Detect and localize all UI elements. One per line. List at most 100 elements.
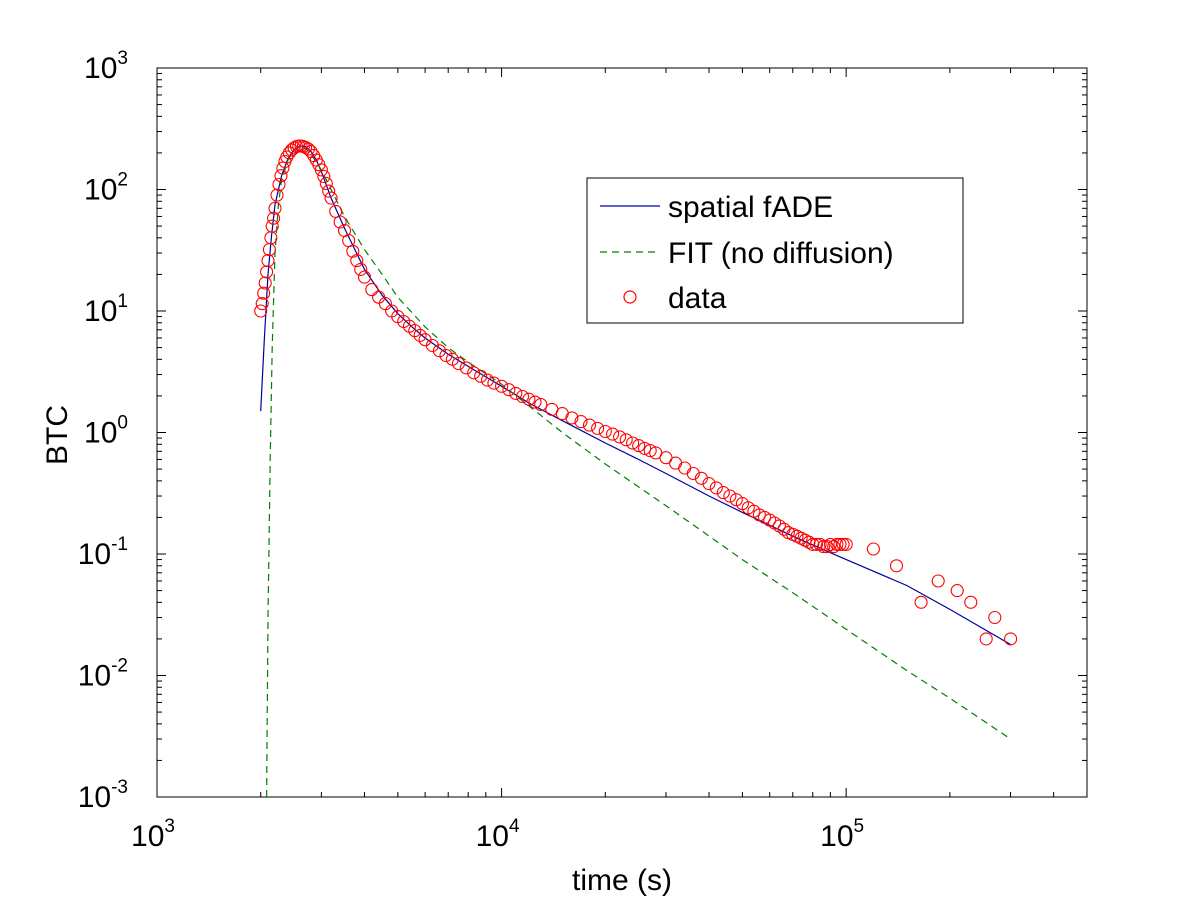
plot-area — [156, 67, 1088, 798]
data-point — [285, 143, 299, 157]
legend: spatial fADE FIT (no diffusion) data — [586, 177, 964, 324]
data-point — [515, 389, 530, 404]
data-point — [502, 383, 516, 397]
data-point — [425, 338, 439, 353]
data-point — [280, 150, 294, 164]
data-point — [632, 439, 646, 453]
data-point — [889, 559, 904, 573]
data-point — [274, 169, 288, 183]
y-tick-label: 100 — [84, 413, 128, 450]
data-point — [817, 540, 831, 554]
axis-ticks: 103 104 105 10-3 10-2 10-1 100 101 102 103 — [78, 48, 1087, 853]
legend-swatch-data — [623, 290, 637, 304]
data-point — [772, 519, 786, 533]
data-point — [522, 392, 536, 406]
x-tick-label: 104 — [476, 816, 520, 853]
data-point — [255, 297, 269, 311]
y-tick-label: 10-3 — [78, 777, 128, 814]
data-point — [574, 415, 588, 429]
data-point — [723, 489, 737, 503]
data-point — [534, 397, 548, 412]
data-point — [451, 356, 466, 371]
data-point — [820, 540, 834, 554]
series-line-fit — [266, 146, 1011, 798]
data-point — [357, 270, 372, 284]
data-point — [830, 537, 844, 551]
data-point — [988, 610, 1002, 625]
data-point — [254, 304, 268, 318]
data-point — [836, 537, 850, 551]
y-axis-label: BTC — [41, 405, 74, 465]
data-point — [606, 427, 620, 441]
legend-label-spatial-fade: spatial fADE — [668, 191, 833, 224]
data-point — [322, 184, 336, 198]
data-point — [619, 433, 633, 447]
data-point — [408, 324, 422, 338]
y-tick-label: 10-2 — [78, 656, 128, 693]
series-layer — [254, 139, 1018, 798]
data-point — [979, 632, 993, 646]
data-point — [931, 574, 945, 588]
data-point — [474, 369, 488, 383]
data-point — [806, 537, 820, 551]
data-point — [319, 176, 333, 191]
data-point — [528, 395, 542, 409]
data-point — [809, 537, 824, 551]
axes-box — [156, 67, 1088, 798]
data-point — [591, 421, 605, 435]
data-point — [582, 418, 597, 432]
data-point — [272, 177, 286, 192]
data-point — [643, 444, 657, 458]
data-point — [487, 376, 501, 390]
data-point — [716, 486, 730, 500]
data-point — [467, 366, 481, 380]
data-point — [598, 424, 612, 439]
data-point — [509, 386, 523, 400]
y-tick-label: 103 — [84, 48, 128, 85]
data-point — [354, 262, 368, 276]
legend-label-data: data — [668, 282, 727, 315]
data-point — [261, 254, 275, 268]
x-tick-label: 103 — [131, 816, 175, 853]
series-line-spatial-fade — [260, 145, 1011, 646]
data-point — [333, 215, 347, 229]
data-point — [823, 537, 837, 551]
data-point — [258, 276, 272, 290]
data-point — [914, 595, 928, 609]
data-point — [866, 542, 880, 556]
legend-label-fit: FIT (no diffusion) — [668, 237, 894, 270]
data-point — [268, 201, 282, 215]
data-point — [432, 344, 446, 358]
data-point — [686, 466, 700, 481]
data-point — [413, 328, 427, 342]
data-point — [827, 540, 841, 554]
data-point — [839, 537, 853, 551]
x-tick-label: 105 — [820, 816, 864, 853]
data-point — [1004, 632, 1018, 646]
data-point — [439, 348, 453, 363]
data-point — [480, 373, 495, 387]
data-point — [565, 411, 579, 425]
y-tick-label: 10-1 — [78, 534, 128, 571]
data-point — [314, 163, 328, 177]
data-point — [638, 441, 652, 455]
legend-box — [586, 177, 964, 324]
data-point — [350, 254, 364, 268]
data-point — [265, 219, 279, 233]
data-point — [257, 286, 271, 300]
data-point — [833, 537, 847, 551]
data-point — [613, 430, 627, 444]
data-point — [709, 481, 723, 495]
data-point — [346, 244, 360, 258]
data-point — [270, 188, 284, 202]
data-point — [317, 169, 331, 184]
data-point — [626, 436, 640, 450]
data-point — [950, 584, 964, 598]
data-point — [813, 537, 827, 551]
data-point — [324, 191, 338, 205]
data-point — [459, 361, 473, 375]
y-tick-label: 102 — [84, 170, 128, 207]
data-point — [964, 595, 978, 609]
data-point — [267, 211, 281, 225]
